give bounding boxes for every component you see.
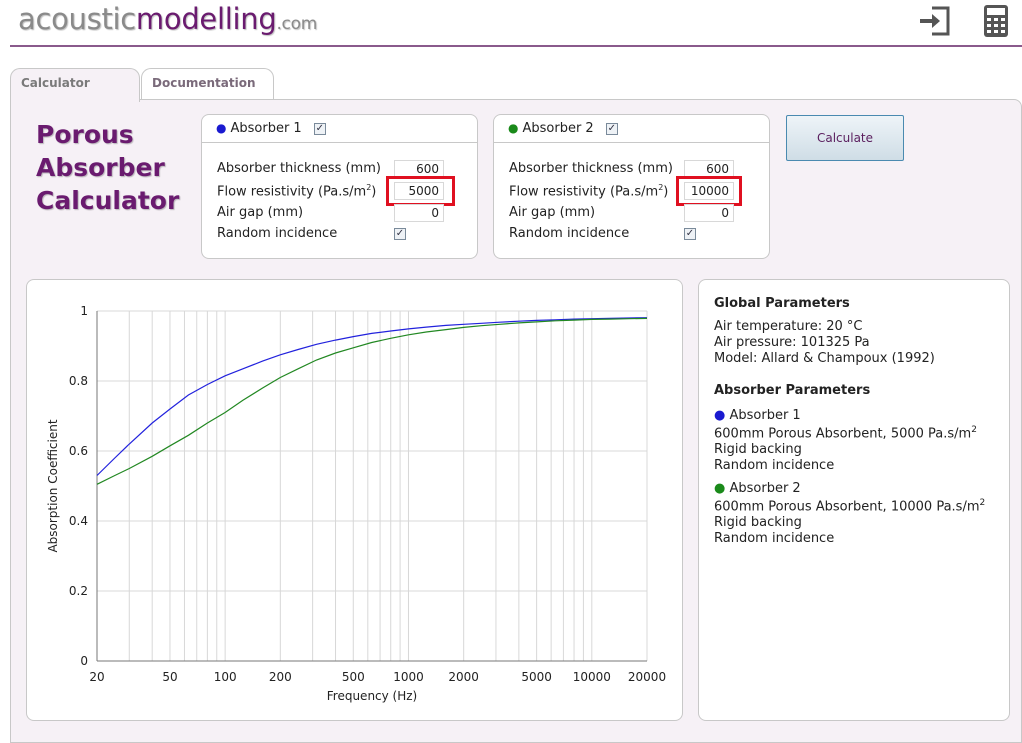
logo-part-2: modelling [135,2,277,36]
absorber-1-random-label: Random incidence [217,226,338,241]
absorber-2-panel: ● Absorber 2 ✓ Absorber thickness (mm) 60… [493,114,770,259]
x-tick-label: 200 [269,670,292,684]
tab-calculator[interactable]: Calculator [10,68,140,102]
absorber-1-airgap-input[interactable]: 0 [394,204,444,222]
absorber-2-flow-highlight [676,176,742,206]
title-line-1: Porous [36,120,134,149]
tab-documentation-label: Documentation [152,76,256,90]
absorber-2-enable-checkbox[interactable]: ✓ [605,122,618,135]
info-panel: Global Parameters Air temperature: 20 °C… [698,279,1010,721]
x-tick-label: 1000 [393,670,424,684]
info-absorber-2-incidence: Random incidence [714,531,835,546]
absorber-2-random-label: Random incidence [509,226,630,241]
x-axis-label: Frequency (Hz) [327,689,418,703]
info-absorber-1-name: ● Absorber 1 [714,408,801,423]
absorber-2-airgap-label: Air gap (mm) [509,205,596,220]
absorber-1-panel: ● Absorber 1 ✓ Absorber thickness (mm) 60… [201,114,478,259]
absorber-1-airgap-label: Air gap (mm) [217,205,304,220]
absorber-1-enable-checkbox[interactable]: ✓ [313,122,326,135]
absorber-2-random-checkbox[interactable]: ✓ [684,228,696,240]
tab-documentation[interactable]: Documentation [141,68,274,100]
logo-part-1: acoustic [18,2,136,36]
x-tick-label: 20 [89,670,104,684]
page-title: Porous Absorber Calculator [36,118,179,217]
y-tick-label: 0 [80,654,88,668]
title-line-2: Absorber [36,153,165,182]
absorber-1-flow-highlight [386,176,455,206]
tab-calculator-label: Calculator [21,76,90,90]
x-tick-label: 100 [214,670,237,684]
info-absorber-1-dot-icon: ● [714,408,726,423]
series-line-absorber-1 [96,317,648,476]
x-tick-label: 5000 [521,670,552,684]
title-line-3: Calculator [36,186,180,215]
x-tick-label: 50 [162,670,177,684]
absorber-1-header: ● Absorber 1 ✓ [202,115,477,143]
info-absorber-2-dot-icon: ● [714,481,726,496]
y-tick-label: 0.4 [69,514,88,528]
header-divider [10,45,1022,47]
y-tick-label: 0.2 [69,584,88,598]
x-tick-label: 20000 [628,670,666,684]
absorber-2-airgap-input[interactable]: 0 [684,204,734,222]
info-absorber-2-name: ● Absorber 2 [714,481,801,496]
absorber-1-dot-icon: ● [216,121,227,135]
y-tick-label: 0.6 [69,444,88,458]
y-axis-label: Absorption Coefficient [46,419,60,552]
absorber-2-header: ● Absorber 2 ✓ [494,115,769,143]
y-tick-label: 1 [80,304,88,318]
logo-part-3: .com [276,14,317,34]
global-parameters-heading: Global Parameters [714,296,850,311]
absorber-2-title: Absorber 2 [522,121,594,136]
absorber-parameters-heading: Absorber Parameters [714,383,871,398]
info-absorber-1-desc: 600mm Porous Absorbent, 5000 Pa.s/m2 [714,425,977,442]
info-absorber-2-backing: Rigid backing [714,515,802,530]
calculator-icon[interactable] [982,4,1014,38]
absorber-1-title: Absorber 1 [230,121,302,136]
y-tick-label: 0.8 [69,374,88,388]
absorber-1-flow-input[interactable]: 5000 [394,182,444,200]
absorber-2-thickness-input[interactable]: 600 [684,160,734,178]
x-tick-label: 2000 [448,670,479,684]
x-tick-label: 500 [342,670,365,684]
info-absorber-1-incidence: Random incidence [714,458,835,473]
chart-panel: 20 50 100 200 500 1000 2000 5000 10000 20000 0 0.2 0… [26,279,683,721]
absorber-1-flow-label: Flow resistivity (Pa.s/m2) [217,183,377,200]
absorption-chart: 20 50 100 200 500 1000 2000 5000 10000 20000 0 0.2 0… [46,304,666,703]
absorber-1-thickness-label: Absorber thickness (mm) [217,161,381,176]
absorber-2-flow-input[interactable]: 10000 [684,182,734,200]
absorber-2-flow-label: Flow resistivity (Pa.s/m2) [509,183,669,200]
model-text: Model: Allard & Champoux (1992) [714,351,935,366]
info-absorber-2-desc: 600mm Porous Absorbent, 10000 Pa.s/m2 [714,498,986,515]
air-temperature-text: Air temperature: 20 °C [714,319,863,334]
sign-in-icon[interactable] [918,4,950,38]
calculate-button[interactable]: Calculate [786,115,904,161]
absorber-2-thickness-label: Absorber thickness (mm) [509,161,673,176]
series-line-absorber-2 [96,317,648,485]
info-absorber-1-backing: Rigid backing [714,442,802,457]
site-logo[interactable]: acousticmodelling.com [18,2,317,36]
x-tick-label: 10000 [573,670,611,684]
absorber-1-random-checkbox[interactable]: ✓ [394,228,406,240]
air-pressure-text: Air pressure: 101325 Pa [714,335,870,350]
absorber-2-dot-icon: ● [508,121,519,135]
